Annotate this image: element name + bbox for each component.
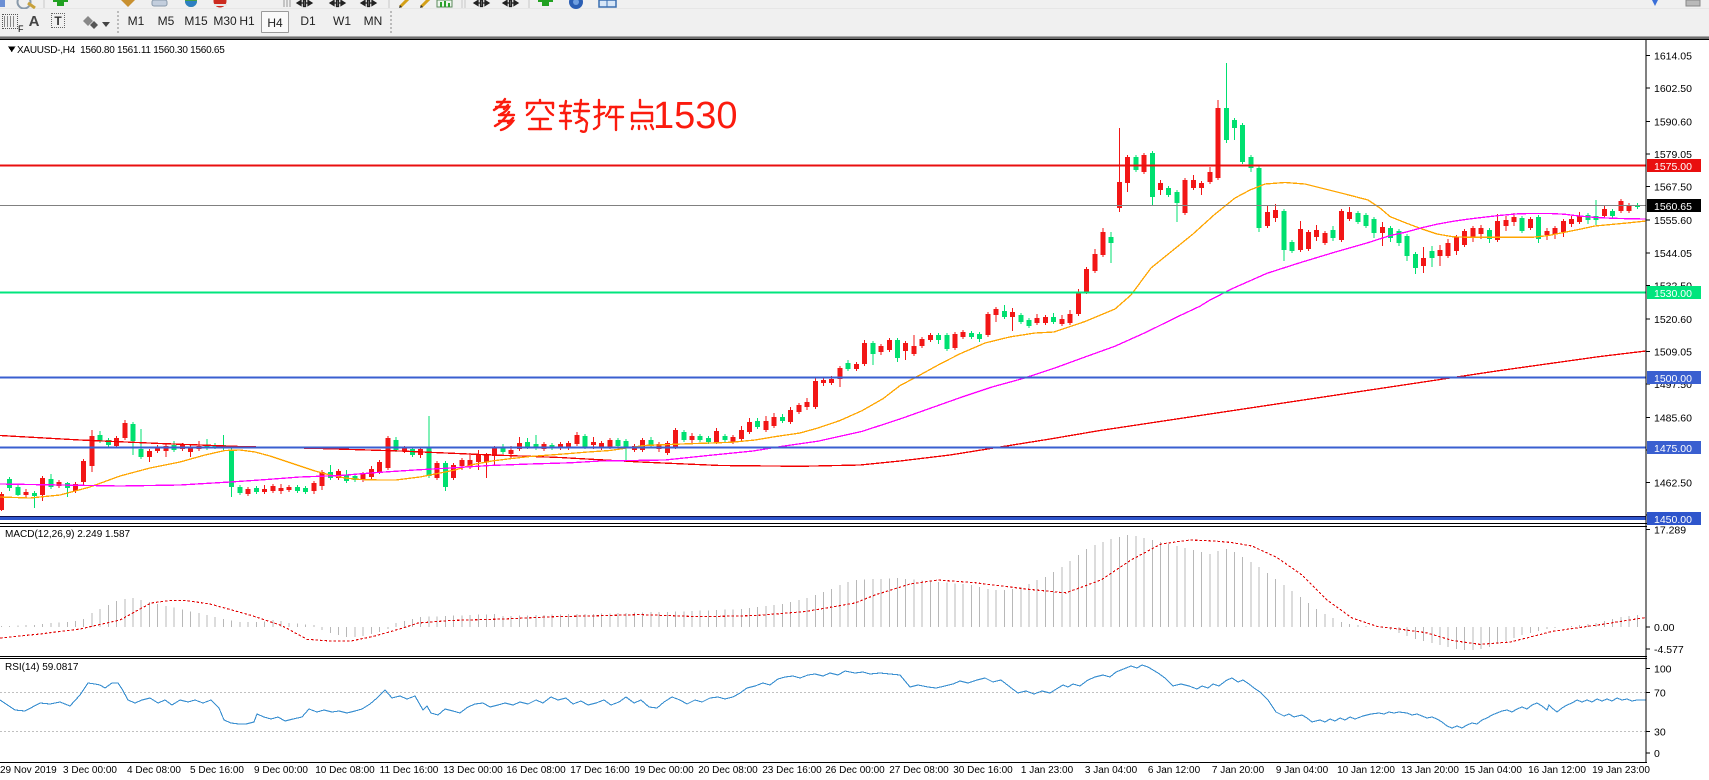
- svg-text:XAUUSD-,H4 1560.80 1561.11 15: XAUUSD-,H4 1560.80 1561.11 1560.30 1560.…: [17, 45, 225, 56]
- svg-text:11 Dec 16:00: 11 Dec 16:00: [380, 765, 439, 776]
- svg-text:1567.50: 1567.50: [1654, 182, 1692, 194]
- svg-text:16 Dec 08:00: 16 Dec 08:00: [506, 765, 566, 776]
- svg-text:1602.50: 1602.50: [1654, 83, 1692, 95]
- svg-text:3 Jan 04:00: 3 Jan 04:00: [1085, 765, 1138, 776]
- svg-text:1509.05: 1509.05: [1654, 346, 1692, 358]
- svg-text:1555.60: 1555.60: [1654, 215, 1692, 227]
- svg-text:1485.60: 1485.60: [1654, 413, 1692, 425]
- svg-text:13 Dec 00:00: 13 Dec 00:00: [443, 765, 503, 776]
- svg-text:30 Dec 16:00: 30 Dec 16:00: [953, 765, 1013, 776]
- svg-text:1544.05: 1544.05: [1654, 248, 1692, 260]
- svg-text:1579.05: 1579.05: [1654, 149, 1692, 161]
- svg-text:17.289: 17.289: [1654, 524, 1686, 536]
- svg-text:1520.60: 1520.60: [1654, 314, 1692, 326]
- svg-text:1462.50: 1462.50: [1654, 478, 1692, 490]
- svg-text:6 Jan 12:00: 6 Jan 12:00: [1148, 765, 1201, 776]
- svg-text:20 Dec 08:00: 20 Dec 08:00: [698, 765, 758, 776]
- svg-text:16 Jan 12:00: 16 Jan 12:00: [1528, 765, 1586, 776]
- svg-text:3 Dec 00:00: 3 Dec 00:00: [63, 765, 117, 776]
- svg-text:1590.60: 1590.60: [1654, 117, 1692, 129]
- svg-text:9 Jan 04:00: 9 Jan 04:00: [1276, 765, 1329, 776]
- svg-text:MACD(12,26,9) 2.249 1.587: MACD(12,26,9) 2.249 1.587: [5, 529, 131, 540]
- svg-text:-4.577: -4.577: [1654, 644, 1684, 656]
- svg-text:19 Jan 23:00: 19 Jan 23:00: [1592, 765, 1650, 776]
- svg-text:4 Dec 08:00: 4 Dec 08:00: [127, 765, 181, 776]
- svg-text:17 Dec 16:00: 17 Dec 16:00: [570, 765, 630, 776]
- svg-text:1475.00: 1475.00: [1654, 443, 1692, 455]
- svg-text:10 Dec 08:00: 10 Dec 08:00: [315, 765, 375, 776]
- svg-text:23 Dec 16:00: 23 Dec 16:00: [762, 765, 822, 776]
- svg-text:15 Jan 04:00: 15 Jan 04:00: [1464, 765, 1522, 776]
- svg-text:100: 100: [1654, 664, 1672, 676]
- svg-text:1500.00: 1500.00: [1654, 373, 1692, 385]
- svg-text:1560.65: 1560.65: [1654, 201, 1692, 213]
- svg-text:1 Jan 23:00: 1 Jan 23:00: [1021, 765, 1074, 776]
- svg-text:19 Dec 00:00: 19 Dec 00:00: [634, 765, 694, 776]
- svg-text:0.00: 0.00: [1654, 622, 1675, 634]
- svg-text:29 Nov 2019: 29 Nov 2019: [0, 765, 57, 776]
- svg-text:1575.00: 1575.00: [1654, 161, 1692, 173]
- svg-text:1614.05: 1614.05: [1654, 50, 1692, 62]
- svg-text:70: 70: [1654, 688, 1666, 700]
- svg-text:1530: 1530: [653, 95, 738, 137]
- svg-text:27 Dec 08:00: 27 Dec 08:00: [889, 765, 949, 776]
- svg-text:7 Jan 20:00: 7 Jan 20:00: [1212, 765, 1265, 776]
- svg-text:1450.00: 1450.00: [1654, 514, 1692, 526]
- svg-text:0: 0: [1654, 748, 1660, 760]
- svg-text:9 Dec 00:00: 9 Dec 00:00: [254, 765, 308, 776]
- svg-text:26 Dec 00:00: 26 Dec 00:00: [825, 765, 885, 776]
- svg-text:1530.00: 1530.00: [1654, 288, 1692, 300]
- svg-text:13 Jan 20:00: 13 Jan 20:00: [1401, 765, 1459, 776]
- svg-text:RSI(14) 59.0817: RSI(14) 59.0817: [5, 662, 79, 673]
- svg-text:30: 30: [1654, 727, 1666, 739]
- svg-text:10 Jan 12:00: 10 Jan 12:00: [1337, 765, 1395, 776]
- svg-text:5 Dec 16:00: 5 Dec 16:00: [190, 765, 244, 776]
